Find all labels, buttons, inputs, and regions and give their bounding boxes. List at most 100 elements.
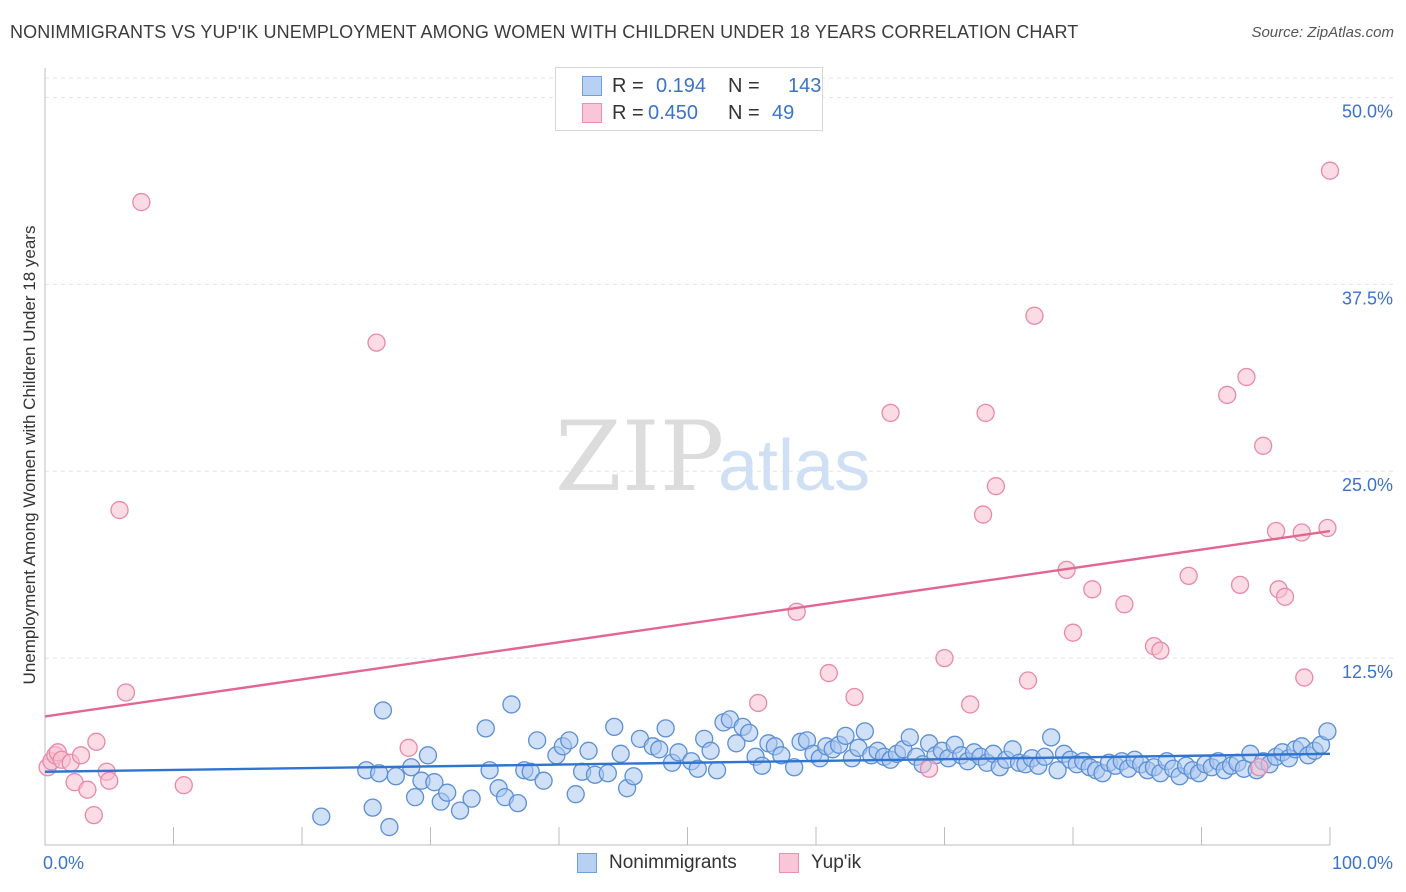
legend-n-label: N = bbox=[728, 101, 760, 124]
yupik-point bbox=[845, 687, 864, 707]
nonimmigrants-point bbox=[727, 734, 746, 753]
yupik-point bbox=[84, 805, 103, 825]
yupik-point bbox=[100, 771, 119, 790]
watermark-zip: ZIP bbox=[555, 401, 724, 513]
yupik-point bbox=[132, 192, 151, 212]
x-tick-label: 100.0% bbox=[1332, 853, 1393, 873]
y-tick-label: 12.5% bbox=[1342, 662, 1393, 682]
nonimmigrants-point bbox=[772, 746, 791, 765]
correlation-legend: R = 0.194 N = 143 R = 0.450 N = 49 bbox=[555, 67, 823, 131]
yupik-point bbox=[1320, 161, 1340, 180]
yupik-point bbox=[973, 505, 993, 524]
yupik-point bbox=[87, 732, 106, 751]
yupik-point bbox=[881, 403, 900, 423]
y-tick-label: 37.5% bbox=[1342, 288, 1393, 308]
yupik-point bbox=[110, 500, 129, 520]
nonimmigrants-point bbox=[656, 719, 675, 738]
y-tick-label: 50.0% bbox=[1342, 101, 1393, 121]
x-tick-label: 0.0% bbox=[43, 853, 84, 873]
legend-n-label: N = bbox=[728, 74, 760, 97]
yupik-point bbox=[71, 746, 91, 765]
yupik-point bbox=[1295, 668, 1314, 687]
nonimmigrants-point bbox=[900, 728, 919, 747]
watermark-atlas: atlas bbox=[718, 426, 870, 506]
yupik-point bbox=[976, 403, 995, 423]
yupik-point bbox=[1292, 523, 1311, 542]
legend-swatch-yupik bbox=[582, 103, 602, 123]
yupik-point bbox=[1250, 758, 1269, 777]
yupik-point bbox=[399, 738, 418, 757]
nonimmigrants-point bbox=[611, 744, 630, 763]
nonimmigrants-point bbox=[363, 798, 382, 817]
yupik-point bbox=[1275, 587, 1295, 606]
yupik-point bbox=[78, 780, 97, 799]
nonimmigrants-point bbox=[312, 807, 331, 826]
nonimmigrants-point bbox=[650, 740, 669, 759]
legend-r-label: R = bbox=[612, 101, 644, 124]
source-label: Source: ZipAtlas.com bbox=[1251, 24, 1394, 41]
yupik-point bbox=[1237, 367, 1256, 387]
nonimmigrants-point bbox=[438, 783, 457, 802]
yupik-point bbox=[787, 602, 806, 621]
nonimmigrants-point bbox=[425, 773, 444, 792]
yupik-point bbox=[174, 776, 193, 795]
nonimmigrants-point bbox=[508, 793, 528, 813]
yupik-point bbox=[116, 683, 136, 702]
nonimmigrants-point bbox=[502, 695, 521, 714]
nonimmigrants-point bbox=[855, 722, 874, 741]
nonimmigrants-point bbox=[1048, 761, 1067, 780]
yupik-point bbox=[1230, 575, 1250, 594]
axes bbox=[44, 68, 1331, 846]
y-tick-labels: 12.5% 25.0% 37.5% 50.0% bbox=[1342, 101, 1393, 682]
yupik-point bbox=[1179, 566, 1198, 586]
yupik-point bbox=[1025, 306, 1044, 325]
yupik-point bbox=[986, 477, 1006, 496]
watermark: ZIP atlas bbox=[555, 401, 870, 513]
legend-swatch-yupik bbox=[779, 853, 799, 873]
nonimmigrants-point bbox=[380, 817, 399, 837]
nonimmigrants-point bbox=[701, 741, 720, 760]
nonimmigrants-point bbox=[534, 771, 553, 790]
yupik-point bbox=[935, 648, 954, 668]
nonimmigrants-point bbox=[740, 723, 759, 743]
legend-item-nonimmigrants: Nonimmigrants bbox=[577, 852, 737, 874]
nonimmigrants-point bbox=[1318, 722, 1337, 741]
yupik-point bbox=[1115, 595, 1134, 614]
yupik-points bbox=[38, 161, 1340, 825]
legend-r-value: 0.450 bbox=[648, 101, 699, 124]
nonimmigrants-point bbox=[785, 758, 804, 777]
legend-label-nonimmigrants: Nonimmigrants bbox=[609, 852, 737, 873]
nonimmigrants-point bbox=[566, 785, 585, 804]
yupik-trendline bbox=[44, 529, 1331, 718]
nonimmigrants-point bbox=[560, 731, 579, 750]
x-tick-labels: 0.0% 100.0% bbox=[43, 853, 1393, 873]
yupik-point bbox=[819, 663, 838, 683]
yupik-point bbox=[367, 333, 386, 352]
nonimmigrants-point bbox=[450, 801, 470, 820]
legend-r-value: 0.194 bbox=[656, 74, 707, 97]
nonimmigrants-point bbox=[688, 759, 707, 778]
yupik-point bbox=[1083, 580, 1102, 599]
nonimmigrants-point bbox=[1042, 728, 1061, 747]
legend-n-value: 143 bbox=[788, 74, 822, 97]
yupik-point bbox=[1218, 385, 1237, 405]
nonimmigrants-point bbox=[669, 743, 688, 762]
yupik-point bbox=[1318, 518, 1337, 538]
nonimmigrants-point bbox=[418, 746, 438, 765]
legend-swatch-nonimmigrants bbox=[582, 76, 602, 96]
nonimmigrants-point bbox=[528, 731, 547, 750]
yupik-point bbox=[1018, 671, 1038, 690]
nonimmigrants-point bbox=[373, 701, 393, 720]
yupik-point bbox=[961, 695, 980, 714]
legend-item-yupik: Yup'ik bbox=[779, 852, 861, 874]
yupik-point bbox=[749, 693, 768, 713]
nonimmigrants-point bbox=[605, 717, 624, 737]
nonimmigrants-point bbox=[405, 788, 425, 807]
chart-title: NONIMMIGRANTS VS YUP'IK UNEMPLOYMENT AMO… bbox=[10, 22, 1079, 42]
yupik-point bbox=[1063, 623, 1083, 642]
yupik-point bbox=[919, 759, 939, 778]
nonimmigrants-point bbox=[752, 756, 772, 775]
nonimmigrants-point bbox=[598, 764, 617, 783]
legend-r-label: R = bbox=[612, 74, 644, 97]
